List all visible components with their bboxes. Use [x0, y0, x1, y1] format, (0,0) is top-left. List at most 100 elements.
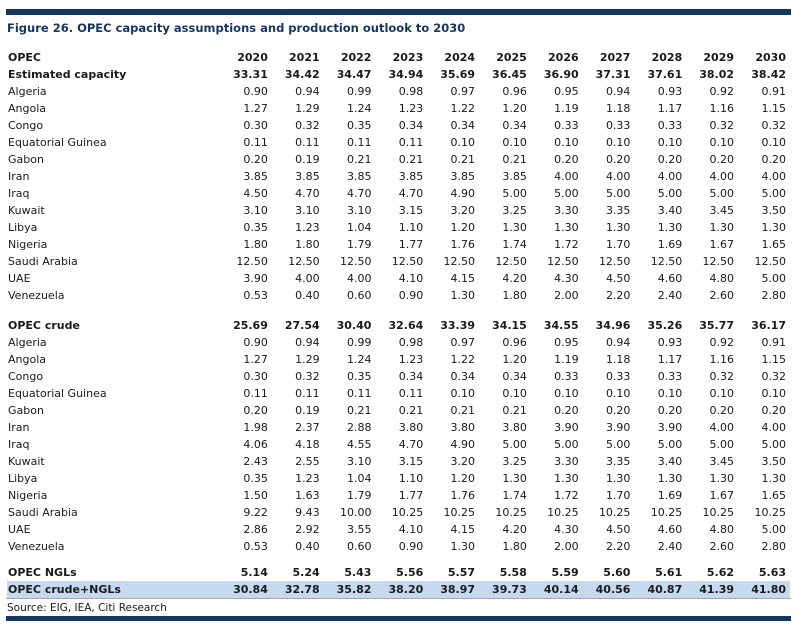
row-label: Iraq	[8, 187, 30, 200]
cell-value: 1.18	[605, 102, 631, 115]
cell-value: 1.63	[295, 489, 320, 502]
cell-value: 35.26	[647, 319, 683, 332]
cell-value: 2.55	[295, 455, 320, 468]
cell-value: 1.30	[450, 540, 476, 553]
cell-value: 5.00	[709, 438, 735, 451]
cell-value: 5.00	[554, 187, 579, 200]
cell-value: 2.80	[761, 540, 787, 553]
cell-value: 10.25	[598, 506, 631, 519]
cell-value: 0.20	[554, 153, 579, 166]
top-rule-bar	[6, 9, 791, 15]
cell-value: 0.34	[398, 119, 424, 132]
cell-value: 1.79	[346, 238, 372, 251]
table-row: Saudi Arabia 9.22 9.43 10.00 10.25 10.25 10.25…	[7, 504, 790, 521]
cell-value: 4.60	[657, 272, 683, 285]
year-column-header: 2022	[340, 51, 372, 64]
cell-value: 0.10	[554, 136, 579, 149]
cell-value: 4.15	[450, 272, 476, 285]
cell-value: 0.98	[398, 85, 424, 98]
table-row: Algeria 0.90 0.94 0.99 0.98 0.97 0.96 0.95 0.94 0…	[7, 83, 790, 100]
cell-value: 5.63	[758, 566, 786, 579]
cell-value: 36.17	[751, 319, 786, 332]
row-label: Gabon	[8, 153, 44, 166]
cell-value: 4.55	[346, 438, 372, 451]
row-label: Nigeria	[8, 489, 48, 502]
cell-value: 5.59	[551, 566, 579, 579]
bottom-rule-bar	[6, 616, 791, 621]
cell-value: 5.61	[655, 566, 683, 579]
cell-value: 1.77	[398, 238, 424, 251]
cell-value: 1.23	[398, 102, 424, 115]
cell-value: 0.95	[554, 85, 579, 98]
cell-value: 9.43	[295, 506, 320, 519]
cell-value: 3.40	[657, 204, 683, 217]
cell-value: 0.34	[502, 119, 527, 132]
cell-value: 0.11	[243, 387, 268, 400]
cell-value: 1.30	[502, 472, 527, 485]
row-label: Algeria	[8, 85, 47, 98]
row-label: Equatorial Guinea	[8, 136, 107, 149]
cell-value: 0.10	[761, 136, 787, 149]
cell-value: 1.22	[450, 102, 476, 115]
cell-value: 5.57	[447, 566, 476, 579]
cell-value: 1.69	[657, 238, 683, 251]
cell-value: 1.65	[761, 489, 787, 502]
cell-value: 3.20	[450, 204, 476, 217]
cell-value: 0.21	[450, 153, 476, 166]
cell-value: 4.30	[554, 523, 579, 536]
table-row: Kuwait 2.43 2.55 3.10 3.15 3.20 3.25 3.30 3.35 3.…	[7, 453, 790, 470]
cell-value: 0.10	[450, 136, 476, 149]
cell-value: 40.87	[634, 581, 687, 598]
cell-value: 0.10	[761, 387, 787, 400]
cell-value: 4.90	[450, 438, 476, 451]
cell-value: 34.47	[336, 68, 372, 81]
row-label: Kuwait	[8, 455, 45, 468]
cell-value: 12.50	[598, 255, 631, 268]
cell-value: 34.15	[492, 319, 527, 332]
cell-value: 12.50	[339, 255, 372, 268]
cell-value: 4.50	[243, 187, 268, 200]
cell-value: 0.98	[398, 336, 424, 349]
cell-value: 4.20	[502, 523, 527, 536]
cell-value: 38.20	[375, 581, 428, 598]
cell-value: 0.21	[398, 153, 424, 166]
cell-value: 0.19	[295, 404, 320, 417]
cell-value: 1.80	[243, 238, 268, 251]
row-label: UAE	[8, 523, 31, 536]
cell-value: 1.20	[502, 353, 527, 366]
cell-value: 3.25	[502, 455, 527, 468]
cell-value: 3.10	[243, 204, 268, 217]
cell-value: 0.21	[502, 153, 527, 166]
cell-value: 4.20	[502, 272, 527, 285]
cell-value: 3.85	[295, 170, 320, 183]
cell-value: 5.62	[706, 566, 735, 579]
cell-value: 0.33	[605, 370, 631, 383]
cell-value: 1.77	[398, 489, 424, 502]
cell-value: 0.94	[295, 85, 320, 98]
cell-value: 0.11	[295, 136, 320, 149]
cell-value: 10.25	[702, 506, 735, 519]
cell-value: 3.35	[605, 204, 631, 217]
cell-value: 4.70	[346, 187, 372, 200]
table-row: Congo 0.30 0.32 0.35 0.34 0.34 0.34 0.33 0.33 0.3…	[7, 117, 790, 134]
cell-value: 40.14	[530, 581, 583, 598]
cell-value: 0.34	[398, 370, 424, 383]
cell-value: 0.95	[554, 336, 579, 349]
cell-value: 10.25	[547, 506, 579, 519]
cell-value: 1.18	[605, 353, 631, 366]
cell-value: 3.85	[243, 170, 268, 183]
cell-value: 3.90	[554, 421, 579, 434]
cell-value: 32.78	[271, 581, 324, 598]
row-label: Venezuela	[8, 289, 65, 302]
cell-value: 5.58	[499, 566, 527, 579]
cell-value: 41.39	[686, 581, 739, 598]
cell-value: 1.24	[346, 102, 372, 115]
cell-value: 4.70	[398, 187, 424, 200]
row-label: OPEC crude+NGLs	[7, 581, 221, 598]
cell-value: 33.39	[440, 319, 476, 332]
cell-value: 0.32	[761, 119, 787, 132]
cell-value: 0.11	[398, 387, 424, 400]
table-row: Venezuela 0.53 0.40 0.60 0.90 1.30 1.80 2.00 2.2…	[7, 287, 790, 304]
cell-value: 5.00	[605, 187, 631, 200]
row-label: Estimated capacity	[8, 68, 127, 81]
